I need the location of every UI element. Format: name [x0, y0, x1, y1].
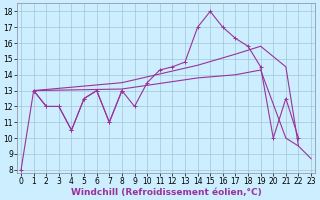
X-axis label: Windchill (Refroidissement éolien,°C): Windchill (Refroidissement éolien,°C) [71, 188, 261, 197]
